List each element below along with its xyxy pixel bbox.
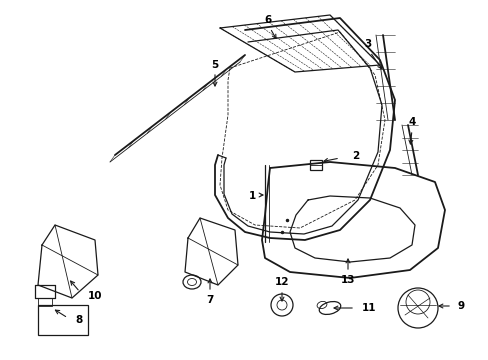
Text: 11: 11	[361, 303, 376, 313]
Text: 9: 9	[457, 301, 464, 311]
Text: 5: 5	[211, 60, 218, 70]
Text: 8: 8	[75, 315, 82, 325]
Text: 13: 13	[340, 275, 354, 285]
Text: 12: 12	[274, 277, 289, 287]
Bar	[38, 298, 52, 306]
Bar	[309, 160, 321, 170]
Bar	[38, 305, 88, 335]
Text: 7: 7	[206, 295, 213, 305]
Text: 3: 3	[364, 39, 371, 49]
Text: 10: 10	[88, 291, 102, 301]
Text: 2: 2	[351, 151, 359, 161]
Text: 6: 6	[264, 15, 271, 25]
Text: 1: 1	[248, 191, 255, 201]
Text: 4: 4	[407, 117, 415, 127]
